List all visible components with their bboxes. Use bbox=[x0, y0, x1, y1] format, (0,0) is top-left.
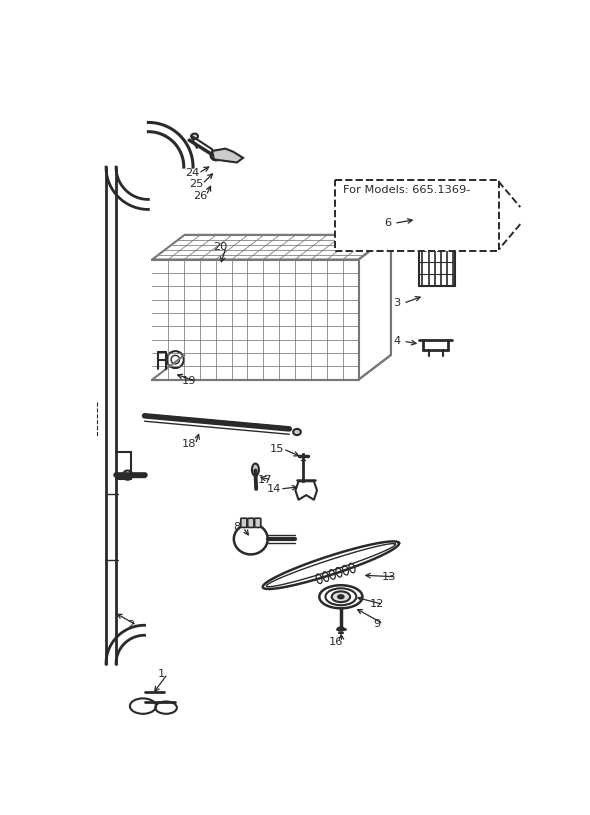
Text: 6: 6 bbox=[384, 218, 391, 228]
Text: 8: 8 bbox=[233, 522, 241, 532]
FancyBboxPatch shape bbox=[255, 518, 261, 527]
Ellipse shape bbox=[338, 595, 344, 599]
Text: 19: 19 bbox=[182, 377, 196, 386]
Ellipse shape bbox=[435, 221, 444, 228]
Text: 16: 16 bbox=[328, 637, 343, 647]
Ellipse shape bbox=[337, 628, 345, 631]
Text: 2: 2 bbox=[127, 620, 135, 630]
Text: 9: 9 bbox=[373, 619, 381, 628]
Text: 13: 13 bbox=[382, 572, 396, 582]
Ellipse shape bbox=[421, 214, 430, 221]
Text: 18: 18 bbox=[182, 439, 196, 449]
Ellipse shape bbox=[211, 151, 221, 161]
FancyBboxPatch shape bbox=[241, 518, 247, 527]
Ellipse shape bbox=[293, 429, 301, 435]
Ellipse shape bbox=[428, 218, 437, 225]
Text: For Models: 665.1369-: For Models: 665.1369- bbox=[343, 185, 471, 196]
Ellipse shape bbox=[252, 464, 259, 476]
Text: 26: 26 bbox=[193, 191, 207, 200]
Polygon shape bbox=[212, 148, 243, 162]
Text: 3: 3 bbox=[394, 298, 401, 308]
Text: 17: 17 bbox=[258, 474, 273, 485]
Text: 14: 14 bbox=[267, 484, 281, 494]
Text: 4: 4 bbox=[394, 336, 401, 346]
Text: 25: 25 bbox=[189, 179, 204, 189]
Text: 1: 1 bbox=[158, 669, 165, 679]
FancyBboxPatch shape bbox=[336, 180, 499, 251]
Ellipse shape bbox=[191, 134, 198, 139]
Text: 15: 15 bbox=[270, 444, 284, 454]
Ellipse shape bbox=[332, 592, 350, 602]
FancyBboxPatch shape bbox=[248, 518, 254, 527]
Text: 12: 12 bbox=[370, 600, 384, 610]
Text: 24: 24 bbox=[185, 168, 199, 178]
Text: 20: 20 bbox=[213, 242, 227, 252]
